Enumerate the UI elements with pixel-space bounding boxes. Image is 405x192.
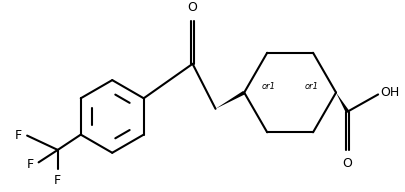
Text: O: O <box>187 1 197 14</box>
Polygon shape <box>215 91 245 109</box>
Text: O: O <box>342 157 352 170</box>
Polygon shape <box>335 93 348 113</box>
Text: F: F <box>27 158 34 171</box>
Text: F: F <box>15 129 22 142</box>
Text: or1: or1 <box>304 82 318 91</box>
Text: OH: OH <box>379 86 398 99</box>
Text: F: F <box>54 174 61 187</box>
Text: or1: or1 <box>261 82 275 91</box>
